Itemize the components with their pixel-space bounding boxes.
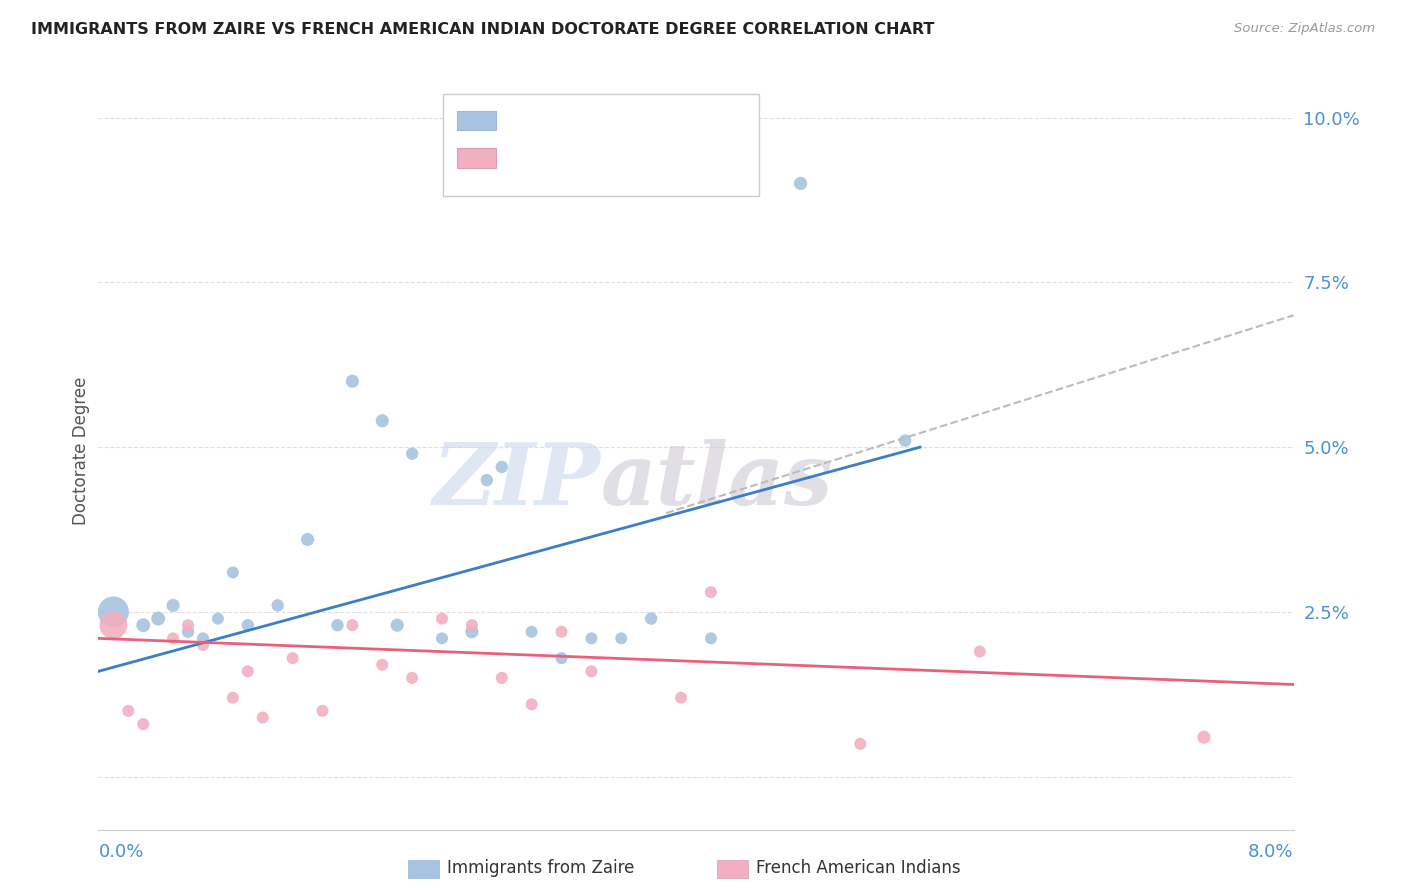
Point: [461, 624, 484, 639]
Point: [162, 599, 184, 613]
Point: [132, 618, 155, 632]
Point: [700, 632, 723, 646]
Point: [177, 624, 200, 639]
Point: [475, 473, 498, 487]
Point: [385, 618, 409, 632]
Point: [849, 737, 872, 751]
Point: [520, 698, 543, 712]
Point: [1192, 731, 1215, 745]
Text: 8.0%: 8.0%: [1249, 843, 1294, 861]
Text: atlas: atlas: [600, 439, 832, 523]
Point: [267, 599, 290, 613]
Point: [520, 624, 543, 639]
Point: [222, 690, 245, 705]
Point: [252, 710, 274, 724]
Point: [148, 611, 170, 625]
Point: [297, 533, 319, 547]
Point: [311, 704, 333, 718]
Point: [581, 632, 603, 646]
Point: [281, 651, 304, 665]
Text: Source: ZipAtlas.com: Source: ZipAtlas.com: [1234, 22, 1375, 36]
Point: [401, 447, 423, 461]
Text: Immigrants from Zaire: Immigrants from Zaire: [447, 859, 634, 877]
Text: French American Indians: French American Indians: [756, 859, 962, 877]
Text: ZIP: ZIP: [433, 439, 600, 523]
Text: R =  0.379    N = 28: R = 0.379 N = 28: [508, 112, 717, 129]
Point: [326, 618, 349, 632]
Point: [117, 704, 139, 718]
Point: [550, 624, 572, 639]
Text: R = -0.140   N = 25: R = -0.140 N = 25: [508, 149, 707, 167]
Point: [461, 618, 484, 632]
Point: [222, 566, 245, 580]
Point: [610, 632, 633, 646]
Point: [162, 632, 184, 646]
Point: [581, 665, 603, 679]
Point: [371, 414, 394, 428]
Point: [550, 651, 572, 665]
Point: [789, 177, 811, 191]
Point: [491, 671, 513, 685]
Point: [342, 374, 364, 388]
Point: [207, 611, 229, 625]
Y-axis label: Doctorate Degree: Doctorate Degree: [72, 376, 90, 524]
Text: IMMIGRANTS FROM ZAIRE VS FRENCH AMERICAN INDIAN DOCTORATE DEGREE CORRELATION CHA: IMMIGRANTS FROM ZAIRE VS FRENCH AMERICAN…: [31, 22, 935, 37]
Text: 0.0%: 0.0%: [98, 843, 143, 861]
Point: [103, 605, 125, 619]
Point: [342, 618, 364, 632]
Point: [236, 665, 259, 679]
Point: [371, 657, 394, 672]
Point: [236, 618, 259, 632]
Point: [969, 644, 991, 658]
Point: [132, 717, 155, 731]
Point: [491, 459, 513, 474]
Point: [177, 618, 200, 632]
Point: [700, 585, 723, 599]
Point: [191, 632, 214, 646]
Point: [191, 638, 214, 652]
Point: [401, 671, 423, 685]
Point: [894, 434, 917, 448]
Point: [430, 632, 453, 646]
Point: [640, 611, 662, 625]
Point: [430, 611, 453, 625]
Point: [103, 618, 125, 632]
Point: [669, 690, 692, 705]
